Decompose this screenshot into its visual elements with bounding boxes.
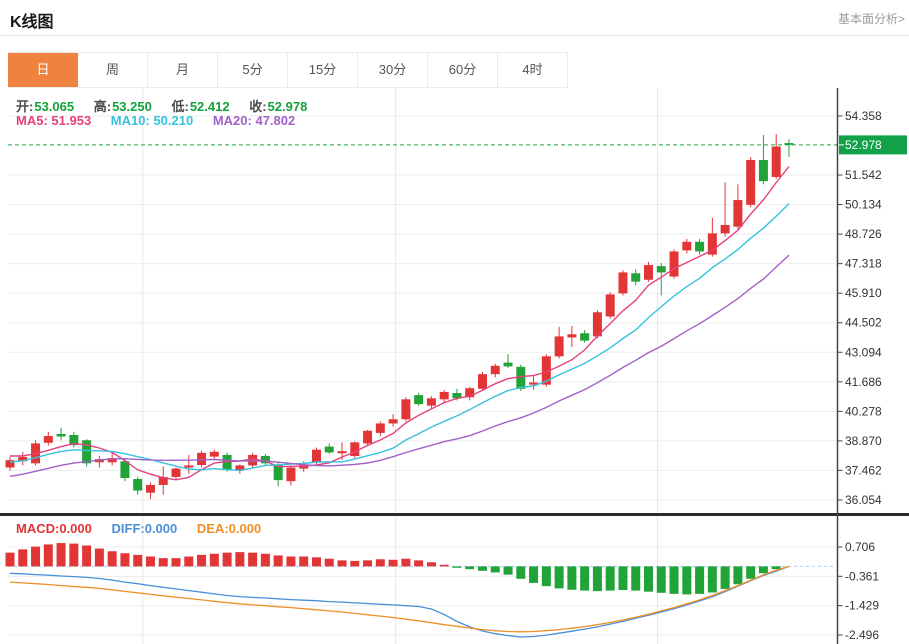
tab-30min[interactable]: 30分 (358, 53, 428, 87)
period-tabs: 日 周 月 5分 15分 30分 60分 4时 (8, 52, 568, 88)
svg-text:45.910: 45.910 (845, 286, 882, 300)
tab-15min[interactable]: 15分 (288, 53, 358, 87)
gridlines (8, 88, 836, 644)
dea-line (9, 565, 790, 633)
svg-text:41.686: 41.686 (845, 375, 882, 389)
svg-text:48.726: 48.726 (845, 227, 882, 241)
ma10-line (9, 203, 790, 472)
diff-line (9, 565, 790, 638)
svg-text:44.502: 44.502 (845, 316, 882, 330)
page-header: K线图 基本面分析> (0, 0, 909, 36)
svg-text:50.134: 50.134 (845, 198, 882, 212)
page-title: K线图 (10, 14, 54, 31)
svg-text:-1.429: -1.429 (845, 599, 879, 613)
tab-4hour[interactable]: 4时 (498, 53, 568, 87)
svg-text:51.542: 51.542 (845, 168, 882, 182)
svg-text:-0.361: -0.361 (845, 569, 879, 583)
pane-separator (0, 513, 909, 516)
price-badge: 52.978 (839, 135, 907, 155)
y-axis-labels: 54.358 51.542 50.134 48.726 47.318 45.910 44.5… (837, 109, 882, 642)
ma20-line (9, 254, 790, 477)
macd-histogram (5, 543, 781, 595)
tab-5min[interactable]: 5分 (218, 53, 288, 87)
svg-text:0.706: 0.706 (845, 540, 875, 554)
tab-day[interactable]: 日 (8, 53, 78, 87)
svg-text:36.054: 36.054 (845, 493, 882, 507)
tab-week[interactable]: 周 (78, 53, 148, 87)
ma5-line (10, 166, 790, 481)
svg-text:40.278: 40.278 (845, 404, 882, 418)
svg-text:52.978: 52.978 (845, 138, 882, 152)
svg-text:37.462: 37.462 (845, 463, 882, 477)
svg-text:38.870: 38.870 (845, 434, 882, 448)
fundamental-analysis-link[interactable]: 基本面分析> (837, 12, 905, 26)
tab-month[interactable]: 月 (148, 53, 218, 87)
svg-text:43.094: 43.094 (845, 345, 882, 359)
svg-text:-2.496: -2.496 (845, 628, 879, 642)
svg-text:54.358: 54.358 (845, 109, 882, 123)
svg-text:47.318: 47.318 (845, 257, 882, 271)
tab-60min[interactable]: 60分 (428, 53, 498, 87)
